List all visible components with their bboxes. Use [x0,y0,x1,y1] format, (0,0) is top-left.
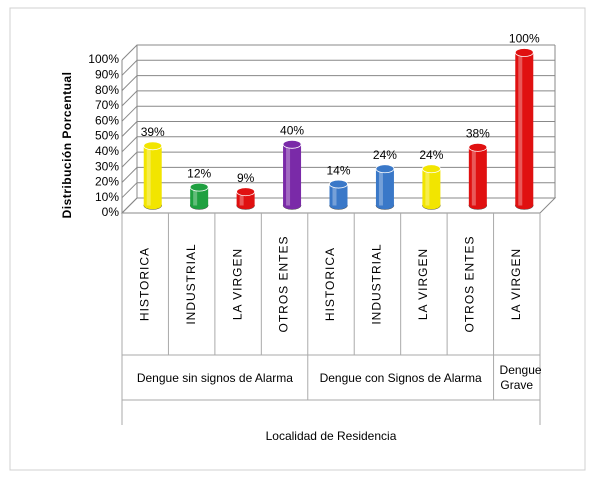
grid-line [121,121,555,137]
bar-shine [239,191,244,206]
bar-shine [332,184,337,206]
x-tick-label: OTROS ENTES [277,235,291,332]
bar [329,179,348,210]
y-axis-label: Distribución Porcentual [60,72,74,219]
value-label: 9% [237,171,255,185]
y-tick-label: 90% [95,67,119,81]
value-label: 100% [509,32,540,46]
grid-line [121,44,555,61]
x-axis-label: Localidad de Residencia [266,429,397,443]
bar-body [468,147,487,206]
grid-line [121,197,555,214]
x-tick-label: HISTORICA [137,247,151,321]
bar [282,139,302,210]
bar-shine [425,168,430,206]
bar-shine [378,168,383,206]
frame [9,7,586,471]
y-tick-label: 30% [95,159,119,173]
x-tick-label: LA VIRGEN [509,248,523,320]
bar-shine [146,145,151,206]
bar-top [143,141,163,151]
bar-top [375,164,395,174]
value-label: 24% [419,148,443,162]
group-label: Dengue sin signos de Alarma [136,370,293,385]
bar-body [143,145,162,206]
y-tick-label: 60% [95,113,119,127]
bar-shine [471,147,476,206]
bar-body [283,144,302,206]
grid-line [121,59,555,76]
bar-body [515,52,534,206]
value-label: 40% [280,123,304,137]
grid-line [121,105,555,122]
bar-top [421,164,441,174]
bar-top [282,139,302,149]
x-tick-label: LA VIRGEN [230,248,244,320]
bar [143,141,163,210]
x-tick-label: INDUSTRIAL [184,243,198,324]
grid-line [121,75,555,91]
bar-body [329,184,348,206]
bar-top [514,48,534,57]
bar-shine [286,144,291,206]
x-tick-label: OTROS ENTES [463,235,477,332]
x-tick-label: HISTORICA [323,247,337,321]
grid-line [121,182,555,199]
y-tick-label: 0% [102,205,120,219]
value-label: 14% [326,163,350,177]
grid-line [121,90,555,107]
bar-top [468,142,488,152]
bar-top [329,179,348,189]
x-tick-label: INDUSTRIAL [370,243,384,324]
bar-shine [518,52,523,206]
bar [421,164,441,210]
bar [375,164,395,210]
y-tick-label: 20% [95,175,119,189]
value-label: 39% [141,125,165,139]
y-tick-label: 40% [95,144,119,158]
value-label: 38% [466,127,490,141]
bar-body [422,168,441,206]
bar-body [375,168,394,206]
grid-line [121,136,555,153]
bar-top [236,187,256,197]
bar-top [189,182,209,192]
grid-line [121,151,555,168]
bar [468,142,488,210]
x-tick-label: LA VIRGEN [416,248,430,320]
value-label: 24% [373,148,397,162]
y-tick-label: 100% [88,52,119,66]
bar-shine [193,187,198,206]
y-tick-label: 80% [95,83,119,97]
grid-line [121,166,555,183]
bar [189,182,209,210]
group-label: Dengue con Signos de Alarma [319,370,482,385]
bar [236,187,256,210]
y-tick-label: 10% [95,190,119,204]
y-tick-label: 50% [95,129,119,143]
bar-body [190,187,209,206]
group-label: Dengue Grave [499,363,542,392]
bar [514,48,534,210]
y-tick-label: 70% [95,98,119,112]
value-label: 12% [187,166,211,180]
